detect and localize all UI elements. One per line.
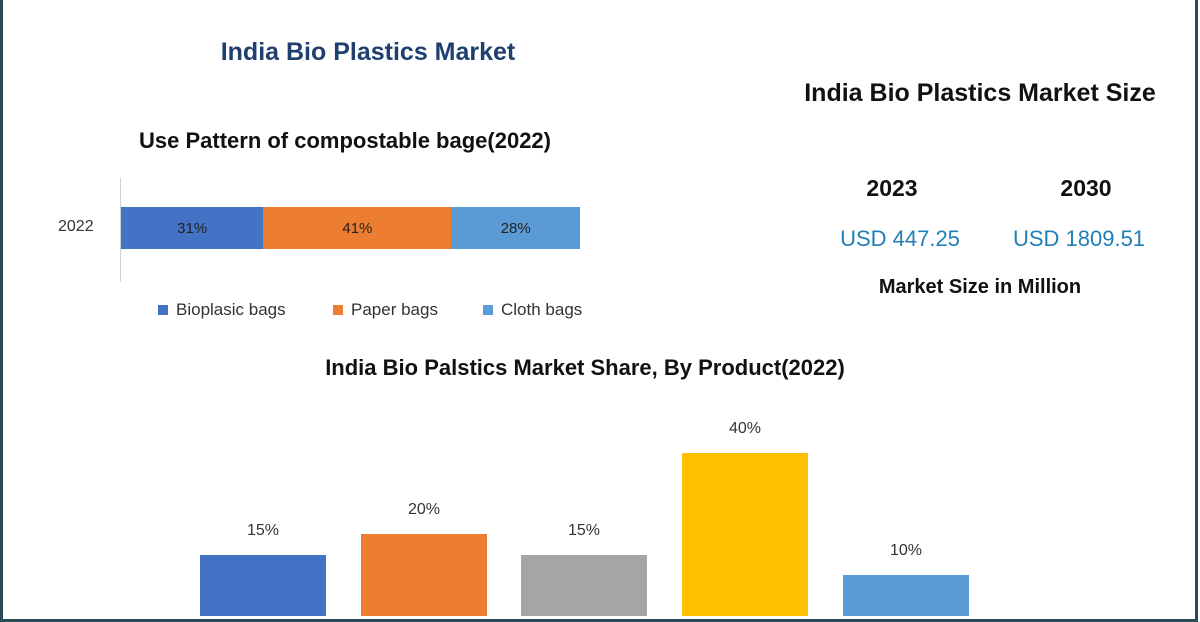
legend-swatch — [158, 305, 168, 315]
legend-swatch — [333, 305, 343, 315]
bar-data-label: 15% — [246, 521, 280, 539]
segment-bioplasic-bags: 31% — [121, 207, 264, 249]
axis-line — [120, 178, 121, 282]
category-label: 2022 — [58, 218, 94, 235]
legend-item: Paper bags — [333, 300, 438, 320]
bar-data-label: 20% — [407, 501, 441, 519]
segment-label: 31% — [177, 219, 208, 237]
bar — [682, 452, 808, 616]
bar — [200, 554, 326, 616]
main-title: India Bio Plastics Market — [220, 38, 516, 66]
segment-label: 41% — [342, 219, 373, 237]
bar — [843, 575, 969, 616]
year-2030: 2030 — [1060, 175, 1112, 201]
bar-data-label: 10% — [889, 542, 923, 560]
bar-chart-title: India Bio Palstics Market Share, By Prod… — [325, 355, 845, 380]
bar — [361, 534, 487, 616]
value-2030: USD 1809.51 — [1012, 226, 1146, 251]
bar-data-label: 15% — [567, 521, 601, 539]
legend-label: Bioplasic bags — [176, 300, 286, 319]
year-2023: 2023 — [866, 175, 918, 201]
stacked-chart-title: Use Pattern of compostable bage(2022) — [138, 128, 551, 153]
market-size-title: India Bio Plastics Market Size — [804, 79, 1156, 107]
legend-label: Paper bags — [351, 300, 438, 319]
segment-cloth-bags: 28% — [451, 207, 580, 249]
value-2023: USD 447.25 — [840, 226, 960, 251]
segment-label: 28% — [500, 219, 531, 237]
legend-swatch — [483, 305, 493, 315]
legend-item: Cloth bags — [483, 300, 582, 320]
bar — [521, 554, 647, 616]
legend-label: Cloth bags — [501, 300, 583, 319]
unit-label: Market Size in Million — [878, 276, 1082, 298]
bar-data-label: 40% — [728, 419, 762, 437]
legend-item: Bioplasic bags — [158, 300, 286, 320]
segment-paper-bags: 41% — [263, 207, 452, 249]
